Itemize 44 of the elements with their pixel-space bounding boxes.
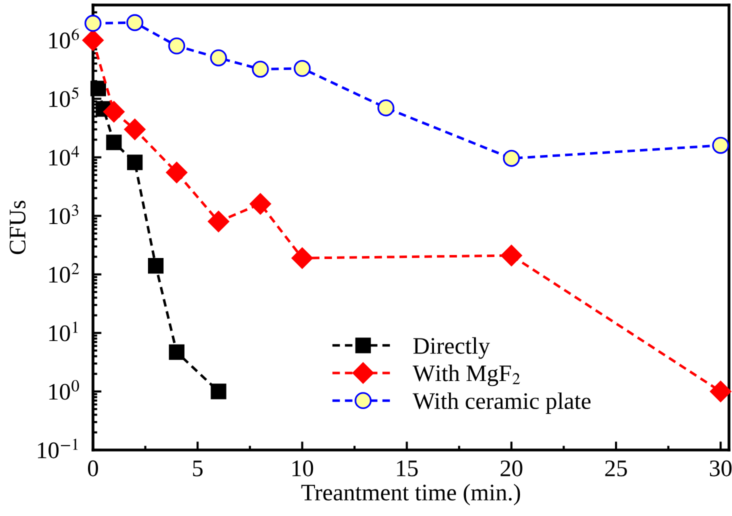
point <box>294 60 311 77</box>
y-tick-label: 10$^{2}$ <box>49 262 80 283</box>
point <box>103 101 125 122</box>
x-tick-label: 15 <box>397 460 418 476</box>
point <box>252 60 269 78</box>
y-tick-label: 10$^{4}$ <box>49 146 79 166</box>
y-tick-label: 10$^{−1}$ <box>38 438 78 458</box>
point <box>210 49 227 66</box>
y-tick-label: 10$^{0}$ <box>49 380 80 400</box>
point <box>292 247 313 269</box>
x-tick-label: 0 <box>88 460 98 476</box>
point <box>84 14 102 32</box>
point <box>250 193 272 215</box>
point <box>148 258 164 274</box>
point <box>127 154 143 170</box>
x-tick-label: 10 <box>292 460 314 476</box>
y-tick-label: 10$^{6}$ <box>49 28 79 48</box>
legend-label: With ceramic plate <box>412 392 591 414</box>
point <box>168 37 186 54</box>
point <box>106 134 122 150</box>
point <box>210 384 226 400</box>
y-tick-label: 10$^{3}$ <box>49 204 78 224</box>
y-tick-label: 10$^{5}$ <box>49 87 78 108</box>
legend-label: Directly <box>413 337 490 359</box>
y-tick-label: 10$^{1}$ <box>49 322 78 342</box>
point <box>82 30 104 51</box>
point <box>710 380 732 402</box>
x-tick-label: 30 <box>710 460 732 476</box>
point <box>90 80 106 96</box>
point <box>124 118 146 140</box>
point <box>712 136 730 154</box>
x-axis-title: Treantment time (min.) <box>301 484 520 506</box>
x-tick-label: 20 <box>500 460 522 476</box>
legend-label: With MgF$_{2}$ <box>412 364 520 386</box>
point <box>377 99 394 116</box>
point <box>126 14 144 32</box>
x-tick-label: 5 <box>193 460 203 476</box>
point <box>168 344 184 360</box>
point <box>502 150 520 167</box>
point <box>500 244 522 266</box>
x-tick-label: 25 <box>605 460 627 476</box>
point <box>208 210 230 232</box>
point <box>166 162 188 184</box>
y-axis-title: CFUs <box>10 200 26 254</box>
